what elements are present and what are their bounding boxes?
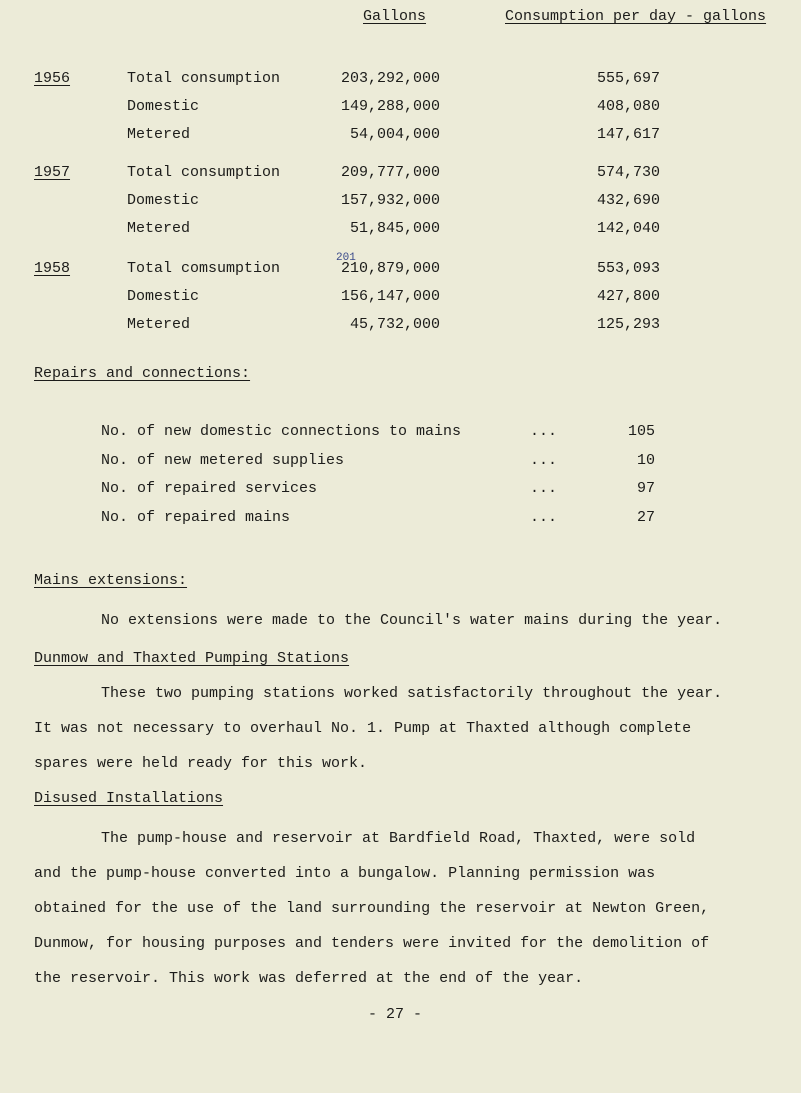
repair-item-value: 105 bbox=[627, 423, 655, 440]
row-per-day: 427,800 bbox=[596, 288, 660, 305]
repair-item-value: 97 bbox=[636, 480, 655, 497]
paragraph-line: obtained for the use of the land surroun… bbox=[34, 900, 710, 917]
row-label: Domestic bbox=[127, 98, 200, 115]
mains-text: No extensions were made to the Council's… bbox=[101, 612, 723, 629]
row-gallons: 149,288,000 bbox=[340, 98, 440, 115]
row-per-day: 408,080 bbox=[596, 98, 660, 115]
repairs-heading: Repairs and connections: bbox=[34, 365, 251, 382]
repair-item-dots: ... bbox=[530, 451, 558, 469]
paragraph-line: These two pumping stations worked satisf… bbox=[101, 685, 723, 702]
year-label: 1958 bbox=[34, 260, 71, 277]
row-per-day: 555,697 bbox=[596, 70, 660, 87]
row-gallons: 210,879,000 bbox=[340, 260, 440, 277]
row-gallons: 45,732,000 bbox=[349, 316, 440, 333]
row-gallons: 157,932,000 bbox=[340, 192, 440, 209]
page-number: - 27 - bbox=[368, 1006, 423, 1023]
row-label: Metered bbox=[127, 220, 191, 237]
row-per-day: 574,730 bbox=[596, 164, 660, 181]
repair-item-label: No. of repaired mains bbox=[101, 508, 291, 526]
row-label: Domestic bbox=[127, 192, 200, 209]
paragraph-line: and the pump-house converted into a bung… bbox=[34, 865, 656, 882]
year-label: 1957 bbox=[34, 164, 71, 181]
row-gallons: 209,777,000 bbox=[340, 164, 440, 181]
row-gallons: 54,004,000 bbox=[349, 126, 440, 143]
mains-heading: Mains extensions: bbox=[34, 572, 188, 589]
row-label: Domestic bbox=[127, 288, 200, 305]
paragraph-line: spares were held ready for this work. bbox=[34, 755, 368, 772]
row-gallons: 51,845,000 bbox=[349, 220, 440, 237]
header-per-day: Consumption per day - gallons bbox=[505, 8, 767, 25]
row-label: Total consumption bbox=[127, 70, 281, 87]
repair-item-label: No. of new metered supplies bbox=[101, 451, 345, 469]
repair-item-dots: ... bbox=[530, 423, 558, 440]
year-label: 1956 bbox=[34, 70, 71, 87]
paragraph-line: Dunmow, for housing purposes and tenders… bbox=[34, 935, 710, 952]
row-per-day: 125,293 bbox=[596, 316, 660, 333]
repair-item-label: No. of new domestic connections to mains bbox=[101, 423, 462, 440]
row-per-day: 142,040 bbox=[596, 220, 660, 237]
repair-item-dots: ... bbox=[530, 480, 558, 497]
repair-item-value: 27 bbox=[636, 508, 655, 526]
paragraph-line: It was not necessary to overhaul No. 1. … bbox=[34, 720, 692, 737]
row-label: Metered bbox=[127, 316, 191, 333]
disused-heading: Disused Installations bbox=[34, 790, 224, 807]
repair-item-label: No. of repaired services bbox=[101, 480, 318, 497]
row-per-day: 432,690 bbox=[596, 192, 660, 209]
repair-item-dots: ... bbox=[530, 508, 558, 526]
dunmow-heading: Dunmow and Thaxted Pumping Stations bbox=[34, 650, 350, 667]
header-gallons: Gallons bbox=[363, 8, 427, 25]
correction-note: 201 bbox=[336, 252, 356, 264]
row-label: Total consumption bbox=[127, 164, 281, 181]
paragraph-line: The pump-house and reservoir at Bardfiel… bbox=[101, 830, 696, 847]
paragraph-line: the reservoir. This work was deferred at… bbox=[34, 970, 584, 987]
row-label: Metered bbox=[127, 126, 191, 143]
row-per-day: 147,617 bbox=[596, 126, 660, 143]
row-label: Total comsumption bbox=[127, 260, 281, 277]
repair-item-value: 10 bbox=[636, 451, 655, 469]
row-gallons: 156,147,000 bbox=[340, 288, 440, 305]
row-per-day: 553,093 bbox=[596, 260, 660, 277]
row-gallons: 203,292,000 bbox=[340, 70, 440, 87]
